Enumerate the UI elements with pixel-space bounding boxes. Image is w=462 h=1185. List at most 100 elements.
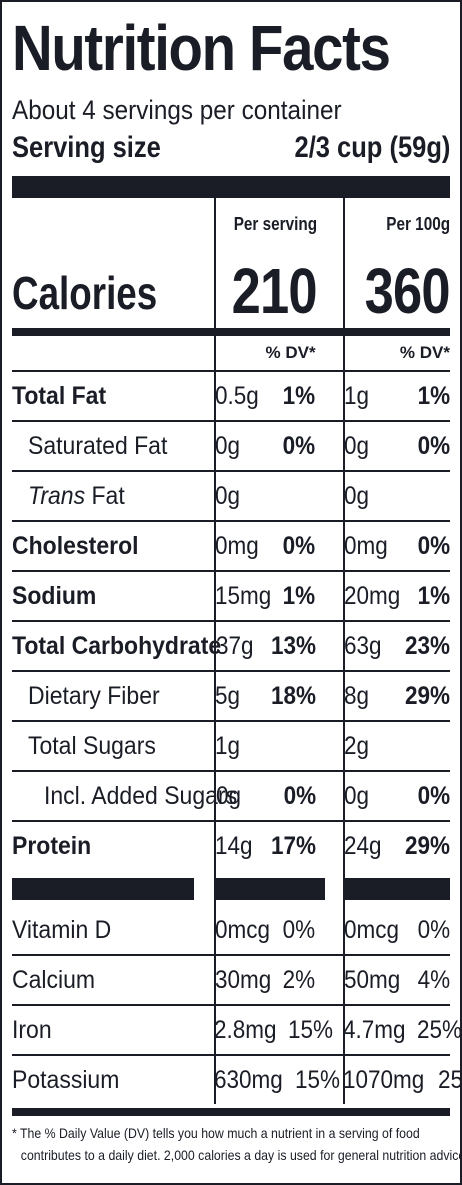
nutrient-amount: 0mcg: [343, 915, 399, 944]
nutrient-row: Total Sugars 1g 2g: [12, 722, 450, 772]
label-title: Nutrition Facts: [12, 12, 391, 84]
nutrient-amount: 8g: [343, 681, 369, 710]
daily-value-percent: 18%: [270, 681, 316, 710]
nutrient-name: Total Fat: [12, 381, 107, 410]
nutrient-amount: 0mg: [343, 531, 388, 560]
daily-value-percent: 0%: [417, 915, 450, 944]
daily-value-percent: 29%: [404, 831, 450, 860]
nutrient-table: Calories Per serving 210 Per 100g 360 % …: [12, 198, 462, 1104]
nutrient-name: Incl. Added Sugars: [44, 781, 238, 810]
nutrient-amount: 14g: [215, 831, 253, 860]
nutrient-amount: 2g: [343, 731, 369, 760]
daily-value-percent: 29%: [404, 681, 450, 710]
nutrient-amount: 24g: [343, 831, 382, 860]
nutrient-name: Iron: [12, 1015, 52, 1044]
nutrient-row: Potassium 630mg 15%1070mg 25%: [12, 1056, 462, 1104]
nutrient-name: Saturated Fat: [28, 431, 168, 460]
daily-value-percent: 0%: [283, 915, 316, 944]
nutrient-amount: 63g: [344, 631, 382, 660]
dv-header: % DV*: [265, 343, 316, 362]
servings-per-container: About 4 servings per container: [12, 95, 342, 125]
nutrient-amount: 30mg: [215, 965, 272, 994]
daily-value-percent: 0%: [283, 431, 316, 460]
nutrient-amount: 1g: [215, 731, 241, 760]
nutrient-amount: 0.5g: [215, 381, 259, 410]
nutrient-row: Incl. Added Sugars 0g 0% 0g 0%: [12, 772, 450, 822]
dv-header: % DV*: [399, 343, 450, 362]
nutrient-amount: 1070mg: [343, 1065, 425, 1094]
calories-row: Calories Per serving 210 Per 100g 360: [12, 198, 451, 336]
daily-value-percent: 15%: [295, 1065, 341, 1094]
nutrient-amount: 50mg: [343, 965, 400, 994]
daily-value-percent: 1%: [417, 381, 450, 410]
nutrient-row: Cholesterol 0mg 0% 0mg 0%: [12, 522, 450, 572]
nutrient-amount: 20mg: [343, 581, 400, 610]
daily-value-percent: 4%: [417, 965, 450, 994]
footnote: * The % Daily Value (DV) tells you how m…: [12, 1125, 462, 1163]
daily-value-percent: 1%: [283, 381, 316, 410]
nutrient-amount: 15mg: [215, 581, 272, 610]
per-serving-header: Per serving: [233, 214, 317, 234]
nutrient-row: Dietary Fiber 5g 18% 8g 29%: [12, 672, 450, 722]
bottom-divider: [12, 1108, 450, 1116]
nutrient-amount: 0g: [215, 481, 241, 510]
section-divider: [12, 878, 450, 900]
nutrient-name: Cholesterol: [12, 531, 139, 560]
nutrient-amount: 4.7mg: [343, 1015, 406, 1044]
per-100g-header: Per 100g: [386, 214, 450, 234]
nutrient-row: Trans Fat 0g 0g: [12, 472, 450, 522]
calories-label: Calories: [12, 267, 158, 319]
nutrient-row: Saturated Fat 0g 0% 0g 0%: [12, 422, 450, 472]
nutrient-row: Iron 2.8mg 15% 4.7mg 25%: [12, 1006, 462, 1056]
daily-value-percent: 25%: [417, 1015, 462, 1044]
nutrient-name: Total Sugars: [28, 731, 156, 760]
nutrient-name: Calcium: [12, 965, 96, 994]
nutrient-row: Sodium 15mg 1% 20mg 1%: [12, 572, 450, 622]
serving-size-value: 2/3 cup (59g): [294, 131, 450, 164]
daily-value-percent: 17%: [270, 831, 316, 860]
nutrient-row: Total Carbohydrate 37g 13% 63g 23%: [12, 622, 450, 672]
daily-value-percent: 0%: [417, 781, 450, 810]
nutrient-row: Vitamin D 0mcg 0% 0mcg 0%: [12, 906, 450, 956]
daily-value-percent: 2%: [283, 965, 316, 994]
nutrient-amount: 0g: [344, 781, 370, 810]
nutrient-name: Total Carbohydrate: [12, 631, 222, 660]
daily-value-percent: 1%: [283, 581, 316, 610]
daily-value-percent: 0%: [417, 531, 450, 560]
daily-value-header-row: % DV* % DV*: [12, 336, 450, 372]
thick-divider: [12, 176, 450, 198]
nutrient-amount: 630mg: [214, 1065, 283, 1094]
nutrient-name: Vitamin D: [12, 915, 112, 944]
nutrient-amount: 0g: [215, 431, 241, 460]
column-divider: [214, 198, 216, 1104]
calories-per-100g: 360: [364, 255, 451, 327]
nutrient-amount: 0g: [216, 781, 242, 810]
serving-size-row: Serving size 2/3 cup (59g): [12, 128, 450, 168]
daily-value-percent: 13%: [270, 631, 317, 660]
nutrient-amount: 0mcg: [215, 915, 271, 944]
daily-value-percent: 23%: [404, 631, 450, 660]
nutrient-name: Dietary Fiber: [28, 681, 160, 710]
nutrient-row: Calcium 30mg 2% 50mg 4%: [12, 956, 450, 1006]
daily-value-percent: 0%: [283, 781, 317, 810]
column-divider: [343, 198, 345, 1104]
daily-value-percent: 0%: [283, 531, 316, 560]
nutrient-amount: 2.8mg: [214, 1015, 277, 1044]
daily-value-percent: 25%: [438, 1065, 462, 1094]
nutrient-amount: 0g: [343, 481, 369, 510]
nutrient-row: Protein 14g 17% 24g 29%: [12, 822, 450, 870]
nutrient-name: Protein: [12, 831, 92, 860]
nutrient-amount: 0g: [343, 431, 369, 460]
nutrient-amount: 1g: [343, 381, 369, 410]
nutrient-amount: 5g: [215, 681, 241, 710]
daily-value-percent: 0%: [417, 431, 450, 460]
nutrient-name: Sodium: [12, 581, 97, 610]
daily-value-percent: 15%: [288, 1015, 334, 1044]
nutrient-amount: 37g: [216, 631, 254, 660]
nutrient-name: Potassium: [12, 1065, 120, 1094]
nutrient-amount: 0mg: [215, 531, 259, 560]
calories-per-serving: 210: [231, 255, 318, 327]
serving-size-label: Serving size: [12, 131, 161, 164]
daily-value-percent: 1%: [417, 581, 450, 610]
